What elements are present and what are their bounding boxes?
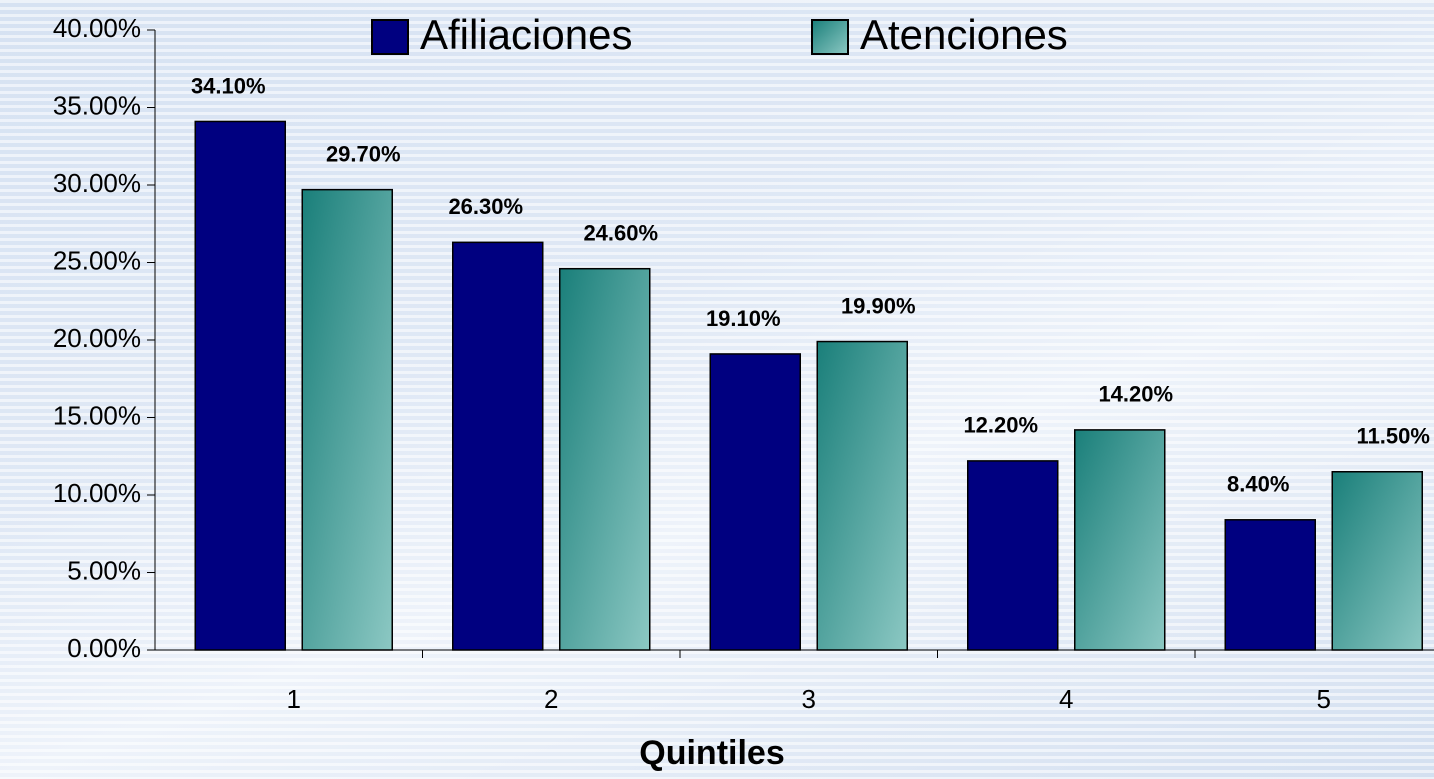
bar [194, 120, 286, 651]
data-label: 12.20% [963, 413, 1038, 438]
legend-swatch [371, 19, 409, 55]
y-tick-label: 25.00% [53, 245, 141, 275]
y-tick-label: 30.00% [53, 168, 141, 198]
data-label: 19.10% [706, 306, 781, 331]
data-label: 26.30% [448, 194, 523, 219]
y-tick-label: 0.00% [67, 633, 141, 663]
data-label: 29.70% [326, 141, 401, 166]
data-label: 14.20% [1098, 382, 1173, 407]
legend-swatch [811, 19, 849, 55]
x-tick-label: 1 [287, 684, 301, 714]
bar [301, 188, 393, 651]
bar [559, 267, 651, 651]
data-label: 11.50% [1357, 424, 1430, 449]
data-label: 19.90% [841, 293, 916, 318]
x-axis-title: Quintiles [639, 734, 784, 772]
x-tick-label: 3 [802, 684, 816, 714]
bar [816, 340, 908, 651]
y-tick-label: 10.00% [53, 478, 141, 508]
bar [709, 353, 801, 651]
bar [1074, 429, 1166, 651]
legend-label: Atenciones [860, 11, 1068, 58]
y-tick-label: 40.00% [53, 13, 141, 43]
x-tick-label: 2 [544, 684, 558, 714]
y-tick-label: 35.00% [53, 90, 141, 120]
x-tick-label: 4 [1059, 684, 1073, 714]
bar [452, 241, 544, 651]
data-label: 34.10% [191, 73, 266, 98]
y-tick-label: 15.00% [53, 400, 141, 430]
y-tick-label: 20.00% [53, 323, 141, 353]
data-label: 8.40% [1227, 472, 1289, 497]
data-label: 24.60% [583, 221, 658, 246]
legend-label: Afiliaciones [420, 11, 632, 58]
x-tick-label: 5 [1317, 684, 1331, 714]
bar [967, 460, 1059, 651]
y-tick-label: 5.00% [67, 555, 141, 585]
bar [1224, 519, 1316, 651]
bar [1331, 471, 1423, 651]
